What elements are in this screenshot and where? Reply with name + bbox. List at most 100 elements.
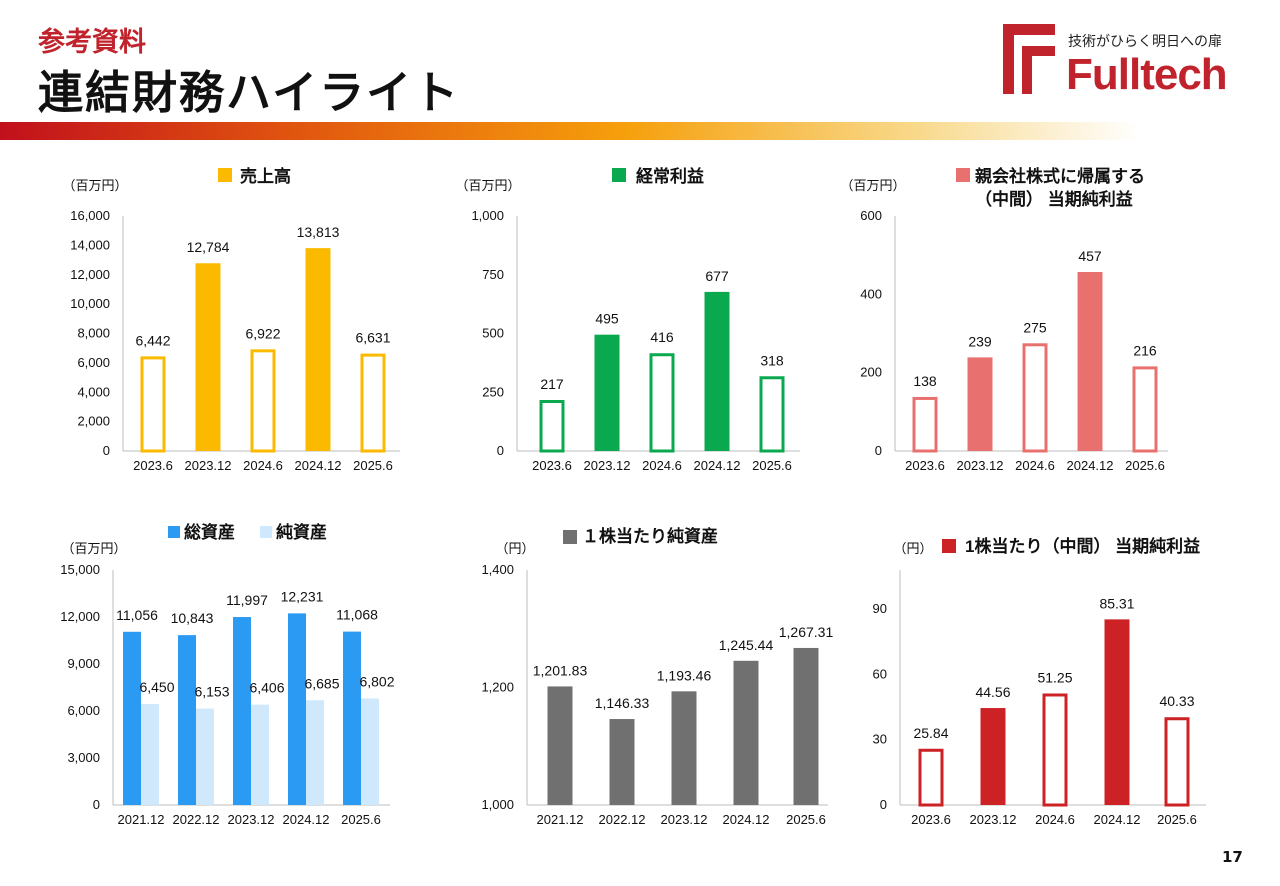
sales-y-tick-label: 14,000 — [70, 237, 110, 252]
bps-y-tick-label: 1,400 — [481, 562, 514, 577]
netprofit-x-tick-label: 2023.6 — [905, 458, 945, 473]
ordinary-y-tick-label: 0 — [497, 443, 504, 458]
eps-x-tick-label: 2023.6 — [911, 812, 951, 827]
bps-bar — [671, 691, 697, 805]
ordinary-bar — [539, 400, 565, 453]
ordinary-unit-label: （百万円） — [455, 178, 520, 193]
netprofit-y-tick-label: 0 — [875, 443, 882, 458]
netprofit-x-tick-label: 2025.6 — [1125, 458, 1165, 473]
netprofit-legend-swatch — [956, 168, 970, 182]
assets-x-tick-label: 2025.6 — [341, 812, 381, 827]
eps-title: 1株当たり（中間） 当期純利益 — [965, 536, 1200, 556]
netprofit-bar — [912, 396, 938, 453]
bps-y-tick-label: 1,200 — [481, 680, 514, 695]
sales-x-tick-label: 2025.6 — [353, 458, 393, 473]
bps-x-tick-label: 2023.12 — [661, 812, 708, 827]
assets-legend-0: 総資産 — [184, 522, 235, 542]
netprofit-title-line2: （中間） 当期純利益 — [975, 189, 1133, 209]
assets-y-tick-label: 3,000 — [67, 750, 100, 765]
assets-bar-0 — [343, 631, 361, 805]
ordinary-title: 経常利益 — [636, 166, 704, 186]
sales-title: 売上高 — [240, 166, 291, 186]
ordinary-y-tick-label: 750 — [482, 267, 504, 282]
eps-y-tick-label: 90 — [873, 601, 887, 616]
netprofit-bar — [967, 357, 993, 451]
netprofit-data-label: 457 — [1078, 248, 1102, 264]
assets-data-label-1: 6,685 — [304, 675, 339, 691]
assets-data-label-0: 10,843 — [171, 610, 214, 626]
eps-x-tick-label: 2023.12 — [970, 812, 1017, 827]
sales-y-tick-label: 12,000 — [70, 267, 110, 282]
sales-y-tick-label: 0 — [103, 443, 110, 458]
ordinary-x-tick-label: 2023.12 — [584, 458, 631, 473]
sales-bar — [195, 263, 221, 451]
assets-bar-1 — [306, 700, 324, 805]
assets-data-label-0: 11,997 — [226, 592, 268, 608]
assets-bar-0 — [288, 613, 306, 805]
assets-data-label-0: 11,056 — [116, 607, 158, 623]
netprofit-bar — [1077, 272, 1103, 451]
eps-y-tick-label: 30 — [873, 732, 887, 747]
assets-bar-1 — [141, 703, 159, 805]
logo-tagline: 技術がひらく明日への扉 — [1068, 34, 1222, 50]
assets-data-label-1: 6,153 — [194, 684, 229, 700]
eps-data-label: 51.25 — [1037, 669, 1072, 685]
eps-data-label: 40.33 — [1159, 693, 1194, 709]
bps-data-label: 1,245.44 — [719, 637, 774, 653]
sales-x-tick-label: 2024.6 — [243, 458, 283, 473]
sales-data-label: 6,922 — [245, 325, 280, 341]
sales-data-label: 6,631 — [355, 330, 390, 346]
eps-bar — [918, 748, 944, 807]
eps-data-label: 44.56 — [975, 684, 1010, 700]
bps-bar — [733, 660, 759, 805]
eps-unit-label: （円） — [893, 541, 932, 556]
assets-bar-1 — [251, 704, 269, 805]
netprofit-unit-label: （百万円） — [840, 178, 905, 193]
ordinary-y-tick-label: 250 — [482, 384, 504, 399]
assets-y-tick-label: 12,000 — [60, 609, 100, 624]
sales-x-tick-label: 2023.6 — [133, 458, 173, 473]
eps-x-tick-label: 2024.6 — [1035, 812, 1075, 827]
assets-bar-1 — [196, 708, 214, 805]
company-logo: 技術がひらく明日への扉 Fulltech — [1000, 20, 1260, 100]
ordinary-data-label: 495 — [595, 311, 619, 327]
assets-x-tick-label: 2021.12 — [118, 812, 165, 827]
sales-bar — [250, 349, 276, 453]
ordinary-bar — [649, 353, 675, 453]
netprofit-data-label: 138 — [913, 373, 937, 389]
bps-unit-label: （円） — [495, 541, 534, 556]
ordinary-data-label: 318 — [760, 352, 784, 368]
sales-x-tick-label: 2024.12 — [295, 458, 342, 473]
ordinary-x-tick-label: 2025.6 — [752, 458, 792, 473]
sales-y-tick-label: 4,000 — [77, 384, 110, 399]
assets-x-tick-label: 2024.12 — [283, 812, 330, 827]
eps-x-tick-label: 2024.12 — [1094, 812, 1141, 827]
eps-y-tick-label: 0 — [880, 797, 887, 812]
ordinary-y-tick-label: 1,000 — [471, 208, 504, 223]
ordinary-y-tick-label: 500 — [482, 326, 504, 341]
ordinary-bar — [594, 334, 620, 451]
sales-bar — [305, 248, 331, 451]
sales-y-tick-label: 16,000 — [70, 208, 110, 223]
sales-y-tick-label: 2,000 — [77, 414, 110, 429]
bps-title: １株当たり純資産 — [582, 526, 718, 546]
assets-unit-label: （百万円） — [61, 541, 126, 556]
netprofit-data-label: 216 — [1133, 342, 1157, 358]
assets-data-label-1: 6,450 — [139, 679, 174, 695]
eps-bar — [980, 708, 1006, 805]
ordinary-legend-swatch — [612, 168, 626, 182]
page-title: 連結財務ハイライト — [38, 66, 461, 119]
assets-bar-0 — [178, 635, 196, 805]
netprofit-x-tick-label: 2024.6 — [1015, 458, 1055, 473]
bps-y-tick-label: 1,000 — [481, 797, 514, 812]
eps-x-tick-label: 2025.6 — [1157, 812, 1197, 827]
sales-x-tick-label: 2023.12 — [185, 458, 232, 473]
bps-bar — [609, 719, 635, 805]
netprofit-y-tick-label: 200 — [860, 365, 882, 380]
eps-bar — [1164, 717, 1190, 807]
assets-data-label-0: 12,231 — [281, 588, 324, 604]
header-subtitle: 参考資料 — [38, 27, 146, 58]
bps-data-label: 1,267.31 — [779, 624, 834, 640]
sales-y-tick-label: 6,000 — [77, 355, 110, 370]
